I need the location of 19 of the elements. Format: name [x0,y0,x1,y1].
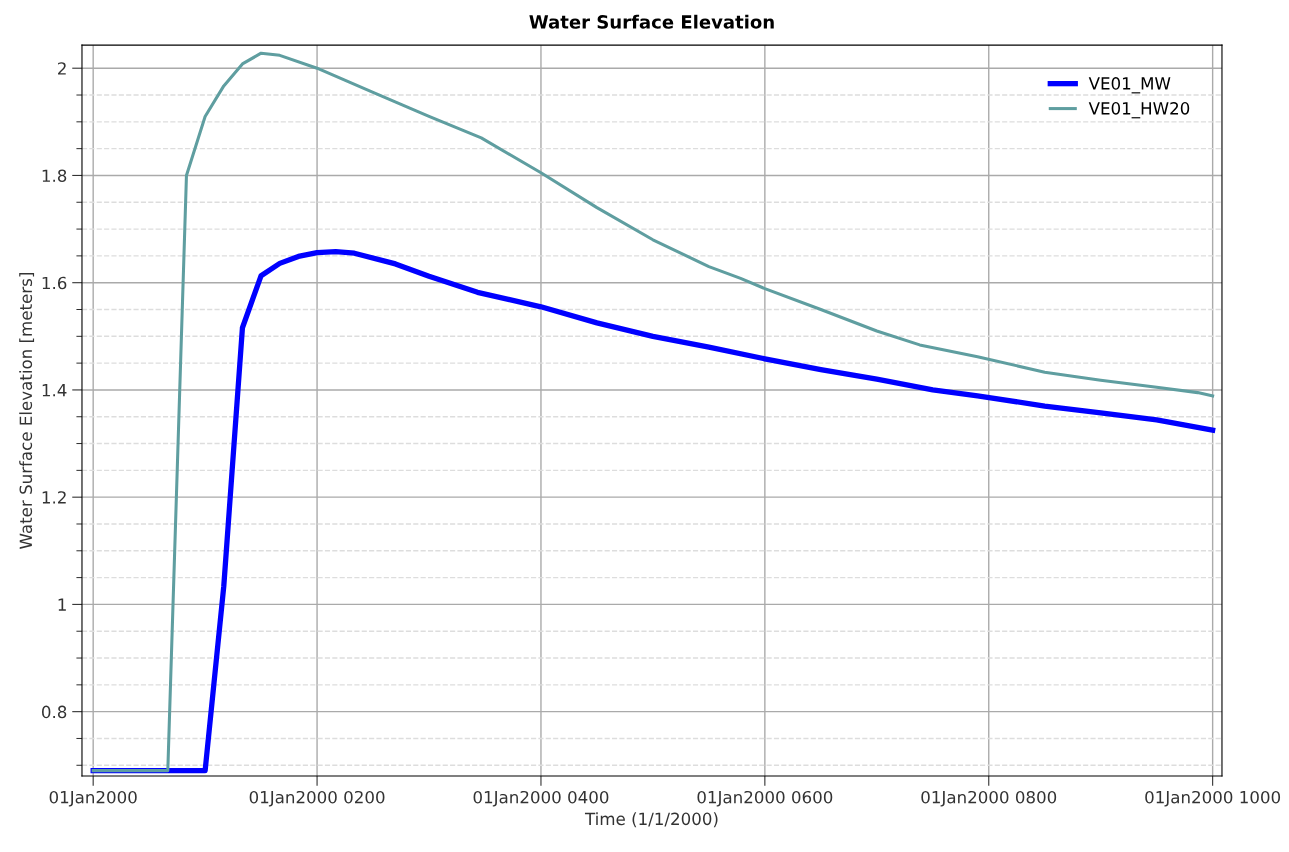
x-tick-label: 01Jan2000 0800 [921,790,1057,807]
y-tick-label: 1.4 [42,384,67,397]
y-tick-label: 1.8 [42,169,67,183]
y-tick-label: 0.8 [41,705,67,719]
y-tick-label: 2 [58,62,66,75]
legend-label: VE01_MW [1088,77,1171,94]
y-tick-label: 1 [58,598,66,611]
y-axis-title: Water Surface Elevation [meters] [19,273,35,549]
legend-label: VE01_HW20 [1088,102,1190,119]
x-tick-label: 01Jan2000 0200 [249,790,385,807]
x-tick-label: 01Jan2000 1000 [1145,790,1281,807]
y-tick-label: 1.6 [42,276,67,290]
chart-title: Water Surface Elevation [529,14,774,29]
x-axis-title: Time (1/1/2000) [584,812,718,828]
y-tick-label: 1.2 [42,491,66,504]
x-tick-label: 01Jan2000 0400 [473,790,609,807]
line-series [91,51,1215,773]
x-tick-label: 01Jan2000 [49,790,137,807]
x-tick-label: 01Jan2000 0600 [697,790,833,807]
